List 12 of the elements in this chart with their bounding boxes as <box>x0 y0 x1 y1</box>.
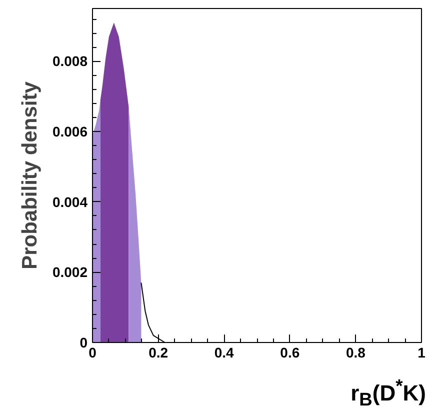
x-tick-label: 1 <box>418 344 426 360</box>
y-tick-label: 0 <box>80 334 88 350</box>
y-tick-label: 0.004 <box>52 194 88 210</box>
y-tick-label: 0.006 <box>52 124 88 140</box>
x-axis-title: r$_{B}$(D$^{*}$K) <box>350 375 426 410</box>
x-tick-label: 0.8 <box>346 344 366 360</box>
y-tick-label: 0.002 <box>52 264 88 280</box>
x-tick-label: 0.4 <box>214 344 234 360</box>
x-tick-label: 0.6 <box>280 344 300 360</box>
y-tick-label: 0.008 <box>52 53 88 70</box>
x-tick-label: 0.2 <box>148 344 168 360</box>
y-axis-title: Probability density <box>18 81 42 270</box>
